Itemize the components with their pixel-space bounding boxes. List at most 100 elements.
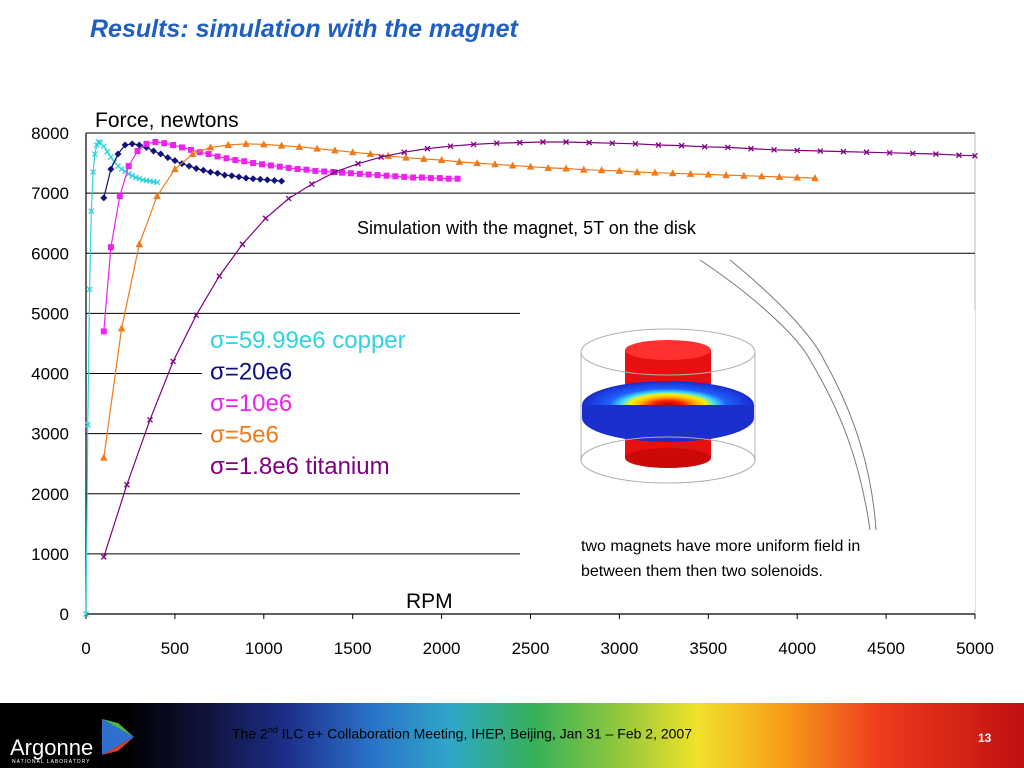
series-0-point-19 bbox=[136, 175, 143, 182]
series-3-point-9 bbox=[260, 140, 268, 148]
series-3-point-34 bbox=[704, 170, 713, 178]
x-tick-1000: 1000 bbox=[245, 639, 283, 658]
series-2-point-16 bbox=[241, 158, 248, 165]
note-line-2: between them then two solenoids. bbox=[581, 563, 823, 580]
series-4-point-28 bbox=[748, 145, 754, 152]
series-1-point-13 bbox=[192, 164, 200, 172]
series-4-point-6 bbox=[239, 241, 246, 248]
series-2-point-22 bbox=[294, 166, 301, 173]
series-2 bbox=[100, 139, 461, 335]
series-2-point-37 bbox=[427, 175, 434, 182]
logo-wordmark: Argonne bbox=[10, 735, 94, 760]
series-3-point-13 bbox=[331, 146, 339, 154]
series-2-point-35 bbox=[410, 174, 417, 181]
footer-superscript: nd bbox=[267, 725, 278, 735]
series-0-point-14 bbox=[118, 166, 125, 173]
series-2-point-5 bbox=[143, 140, 150, 147]
series-1-point-2 bbox=[114, 150, 122, 158]
series-4-point-35 bbox=[909, 150, 916, 157]
slide-title: Results: simulation with the magnet bbox=[90, 15, 518, 43]
legend-entry-4: σ=1.8e6 titanium bbox=[210, 453, 390, 480]
series-0-point-9 bbox=[100, 143, 107, 150]
series-4-point-33 bbox=[863, 149, 870, 156]
series-2-point-31 bbox=[374, 172, 381, 179]
series-4-point-18 bbox=[516, 139, 523, 146]
series-1-point-24 bbox=[270, 176, 278, 184]
series-3-point-32 bbox=[668, 169, 677, 177]
series-4-point-12 bbox=[378, 154, 385, 161]
legend-entry-0: σ=59.99e6 copper bbox=[210, 327, 406, 354]
series-2-point-39 bbox=[445, 175, 452, 182]
magnet-field-illustration bbox=[580, 328, 756, 484]
series-1-point-0 bbox=[100, 194, 108, 202]
series-1-point-19 bbox=[235, 173, 243, 181]
series-4-point-34 bbox=[886, 149, 893, 156]
series-4-point-38 bbox=[972, 152, 978, 159]
x-tick-4500: 4500 bbox=[867, 639, 905, 658]
series-2-point-1 bbox=[107, 244, 114, 251]
series-3-point-3 bbox=[153, 192, 161, 200]
series-4-point-37 bbox=[956, 152, 962, 159]
series-2-point-18 bbox=[259, 161, 266, 168]
series-1-point-7 bbox=[150, 147, 158, 155]
series-4-point-31 bbox=[817, 148, 824, 154]
series-1-point-15 bbox=[206, 168, 214, 176]
series-3-point-18 bbox=[420, 154, 428, 162]
x-tick-labels: 0 500 1000 1500 2000 2500 3000 3500 4000 4500 5000 bbox=[81, 614, 994, 658]
x-tick-2500: 2500 bbox=[512, 639, 550, 658]
series-3-point-25 bbox=[544, 163, 553, 171]
series-2-point-14 bbox=[223, 155, 230, 162]
series-1-point-9 bbox=[164, 154, 172, 162]
y-tick-8000: 8000 bbox=[31, 124, 69, 143]
series-1-point-3 bbox=[121, 141, 129, 149]
series-0-point-0 bbox=[83, 611, 89, 617]
series-0-point-2 bbox=[86, 286, 93, 293]
series-3 bbox=[99, 139, 819, 461]
series-2-point-11 bbox=[196, 149, 203, 156]
x-tick-4000: 4000 bbox=[778, 639, 816, 658]
footer-prefix: The 2 bbox=[232, 725, 268, 742]
series-4-point-3 bbox=[170, 358, 177, 365]
series-4-point-16 bbox=[470, 141, 477, 148]
series-0-line bbox=[85, 141, 158, 615]
series-4-point-23 bbox=[632, 140, 639, 147]
series-3-point-37 bbox=[757, 172, 766, 180]
y-tick-3000: 3000 bbox=[31, 425, 69, 444]
series-4-point-14 bbox=[424, 145, 431, 152]
series-3-point-24 bbox=[526, 162, 535, 170]
series-2-point-36 bbox=[419, 174, 426, 181]
series-4-point-2 bbox=[147, 416, 153, 423]
series-4-point-5 bbox=[216, 273, 223, 280]
series-3-point-36 bbox=[740, 171, 748, 179]
series-3-point-11 bbox=[295, 142, 304, 150]
series-3-point-28 bbox=[597, 166, 606, 174]
x-tick-3000: 3000 bbox=[600, 639, 638, 658]
series-3-point-6 bbox=[206, 143, 215, 151]
series-3-point-8 bbox=[242, 139, 250, 147]
series-2-point-26 bbox=[330, 169, 337, 176]
series-4-point-21 bbox=[586, 139, 593, 146]
series-2-point-25 bbox=[321, 168, 328, 175]
y-tick-0: 0 bbox=[60, 605, 69, 624]
series-1 bbox=[100, 140, 286, 202]
series-4-point-15 bbox=[447, 143, 454, 150]
series-4-point-32 bbox=[840, 148, 847, 155]
series-2-point-29 bbox=[356, 170, 363, 177]
inset-background bbox=[520, 310, 975, 610]
series-2-point-21 bbox=[285, 164, 292, 171]
series-2-point-12 bbox=[205, 151, 212, 158]
series-4-point-4 bbox=[193, 312, 200, 319]
series-0-point-11 bbox=[107, 154, 114, 161]
series-3-point-26 bbox=[562, 164, 570, 172]
series-2-point-3 bbox=[125, 163, 132, 170]
series-3-point-35 bbox=[722, 171, 730, 179]
footer-caption: The 2nd ILC e+ Collaboration Meeting, IH… bbox=[232, 725, 692, 742]
series-3-point-2 bbox=[135, 240, 144, 248]
series-0-point-18 bbox=[132, 174, 139, 181]
series-3-point-19 bbox=[437, 156, 446, 164]
series-2-point-19 bbox=[267, 162, 274, 169]
x-tick-1500: 1500 bbox=[334, 639, 372, 658]
series-3-point-12 bbox=[313, 144, 321, 152]
series-1-point-20 bbox=[242, 174, 250, 182]
series-4-point-30 bbox=[794, 147, 801, 154]
